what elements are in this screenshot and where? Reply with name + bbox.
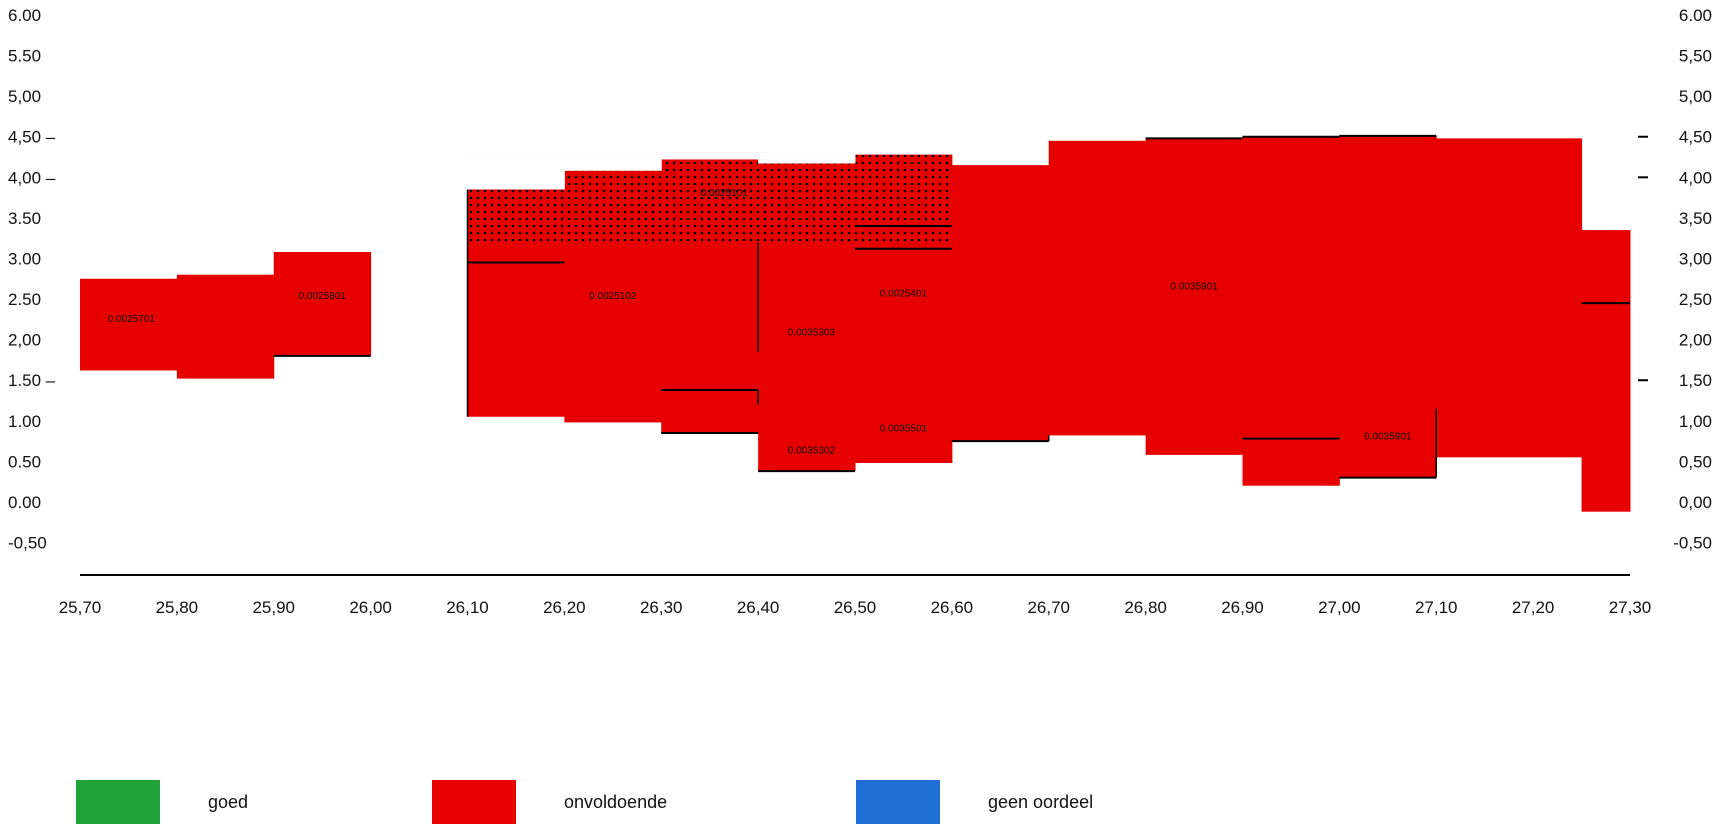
y-tick-label-right: 1,00 (1679, 412, 1712, 431)
x-tick-label: 26,80 (1124, 598, 1167, 617)
y-tick-label-left: 3.50 (8, 209, 41, 228)
y-tick-label-right: 0,00 (1679, 493, 1712, 512)
x-tick-label: 26,00 (349, 598, 392, 617)
data-block (1048, 140, 1147, 436)
x-tick-label: 27,10 (1415, 598, 1458, 617)
y-tick-label-left: 5,00 (8, 87, 41, 106)
y-tick-label-right: 3,00 (1679, 249, 1712, 268)
segment-label: 0.0035302 (788, 445, 836, 456)
y-tick-label-right: 5,00 (1679, 87, 1712, 106)
data-block (951, 165, 1050, 442)
y-tick-label-right: 3,50 (1679, 209, 1712, 228)
data-block (80, 278, 178, 371)
data-block (1581, 230, 1631, 512)
y-tick-label-left: 0.50 (8, 452, 41, 471)
y-tick-label-left: 1.00 (8, 412, 41, 431)
x-tick-label: 25,80 (156, 598, 199, 617)
hatch-mask (467, 152, 565, 190)
segment-label: 0.0035901 (1364, 431, 1412, 442)
y-tick-label-right: 2,50 (1679, 290, 1712, 309)
hatch-mask (758, 152, 856, 164)
legend: geen oordeel (856, 780, 1093, 824)
segment-label: 0.0025701 (108, 314, 156, 325)
x-tick-label: 26,50 (834, 598, 877, 617)
data-block (273, 251, 372, 356)
x-tick-label: 26,60 (931, 598, 974, 617)
x-tick-label: 27,30 (1609, 598, 1652, 617)
segment-label: 0.0035501 (880, 423, 928, 434)
hatch-mask (564, 152, 662, 171)
legend-swatch-goed (76, 780, 160, 824)
y-tick-label-left: 4,50 – (8, 128, 56, 147)
y-tick-label-right: -0,50 (1673, 534, 1712, 553)
hatch-mask (855, 152, 953, 155)
y-tick-label-left: 4,00 – (8, 168, 56, 187)
legend: goed (76, 780, 248, 824)
y-tick-label-left: 2,00 (8, 331, 41, 350)
data-block (1339, 135, 1437, 478)
x-tick-label: 25,90 (252, 598, 295, 617)
y-tick-label-left: 5.50 (8, 47, 41, 66)
x-tick-label: 25,70 (59, 598, 102, 617)
segment-label: 0.0025101 (701, 188, 749, 199)
x-tick-label: 26,20 (543, 598, 586, 617)
hatch-mask (661, 152, 759, 160)
x-tick-label: 27,00 (1318, 598, 1361, 617)
x-tick-label: 27,20 (1512, 598, 1555, 617)
y-tick-label-left: 0.00 (8, 493, 41, 512)
segment-label: 0.0035901 (1170, 281, 1218, 292)
y-tick-label-right: 4,00 (1679, 168, 1712, 187)
x-tick-label: 26,40 (737, 598, 780, 617)
y-tick-label-right: 1,50 (1679, 371, 1712, 390)
y-tick-label-left: -0,50 (8, 534, 47, 553)
segment-label: 0.0035303 (788, 328, 836, 339)
x-tick-label: 26,90 (1221, 598, 1264, 617)
legend-label-geen-oordeel: geen oordeel (988, 791, 1094, 812)
segment-label: 0.0025102 (589, 291, 637, 302)
y-tick-label-left: 6.00 (8, 6, 41, 25)
legend-swatch-geen-oordeel (856, 780, 940, 824)
data-block (1436, 138, 1583, 458)
segment-label: 0.0025801 (299, 291, 347, 302)
legend-label-onvoldoende: onvoldoende (564, 791, 668, 812)
y-tick-label-right: 2,00 (1679, 331, 1712, 350)
y-tick-label-right: 4,50 (1679, 128, 1712, 147)
y-tick-label-right: 6.00 (1679, 6, 1712, 25)
segment-label: 0.0025401 (880, 289, 928, 300)
legend-label-goed: goed (208, 791, 249, 812)
legend-swatch-onvoldoende (432, 780, 516, 824)
legend: onvoldoende (432, 780, 667, 824)
data-block (1145, 138, 1243, 455)
x-tick-label: 26,30 (640, 598, 683, 617)
y-tick-label-left: 2.50 (8, 290, 41, 309)
x-tick-label: 26,10 (446, 598, 489, 617)
y-tick-label-left: 1.50 – (8, 371, 56, 390)
data-block (1242, 136, 1340, 486)
data-block (176, 274, 275, 379)
x-tick-label: 26,70 (1027, 598, 1070, 617)
y-tick-label-right: 0,50 (1679, 452, 1712, 471)
y-tick-label-left: 3.00 (8, 249, 41, 268)
y-tick-label-right: 5,50 (1679, 47, 1712, 66)
